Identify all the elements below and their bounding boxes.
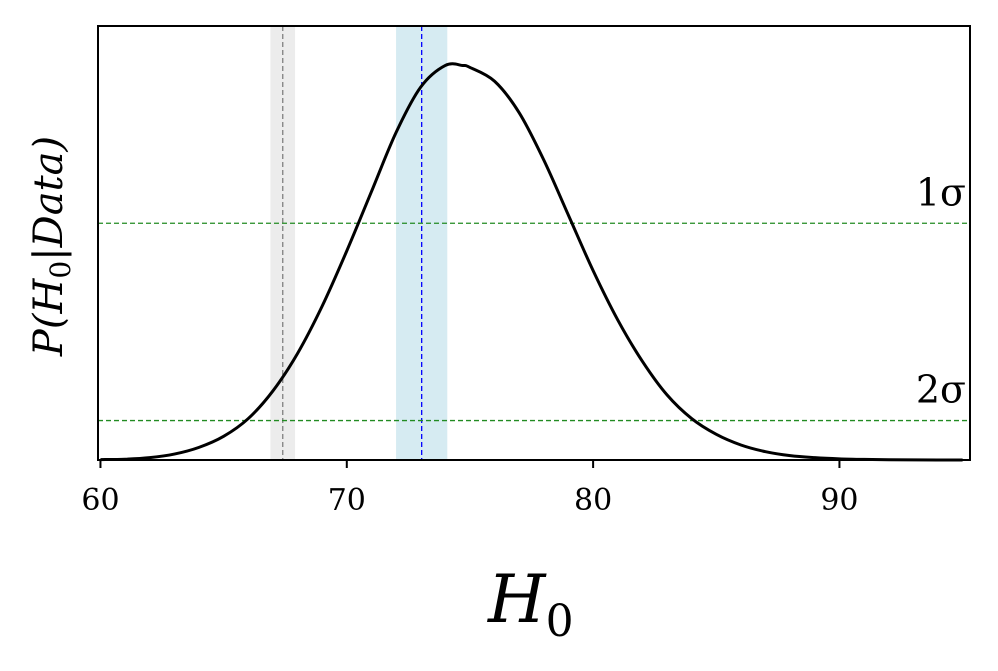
bands-layer xyxy=(270,26,448,460)
x-axis-label: H0 xyxy=(487,561,574,647)
y-axis-label: P(H0|Data) xyxy=(26,136,77,357)
x-tick-label-2: 80 xyxy=(574,483,612,518)
x-tick-label-1: 70 xyxy=(328,483,366,518)
y-axis-label-p: P( xyxy=(26,312,72,357)
x-axis-label-sub: 0 xyxy=(546,596,574,647)
x-tick-label-0: 60 xyxy=(81,483,119,518)
x-ticks-layer: 60 70 80 90 xyxy=(81,460,859,518)
sigma-labels-layer: 1σ 2σ xyxy=(916,170,966,411)
posterior-curve-0 xyxy=(100,62,963,462)
series-layer xyxy=(100,62,963,462)
y-axis-label-sub: 0 xyxy=(44,261,77,279)
y-axis-label-h: H xyxy=(26,278,72,315)
plot-frame xyxy=(97,25,971,461)
sigma-lines-layer xyxy=(98,222,970,422)
sigma-label-1: 2σ xyxy=(916,368,966,412)
x-tick-label-3: 90 xyxy=(820,483,858,518)
sigma-label-0: 1σ xyxy=(916,170,966,214)
x-axis-label-main: H xyxy=(487,561,547,638)
y-axis-label-rest: |Data) xyxy=(26,136,72,261)
